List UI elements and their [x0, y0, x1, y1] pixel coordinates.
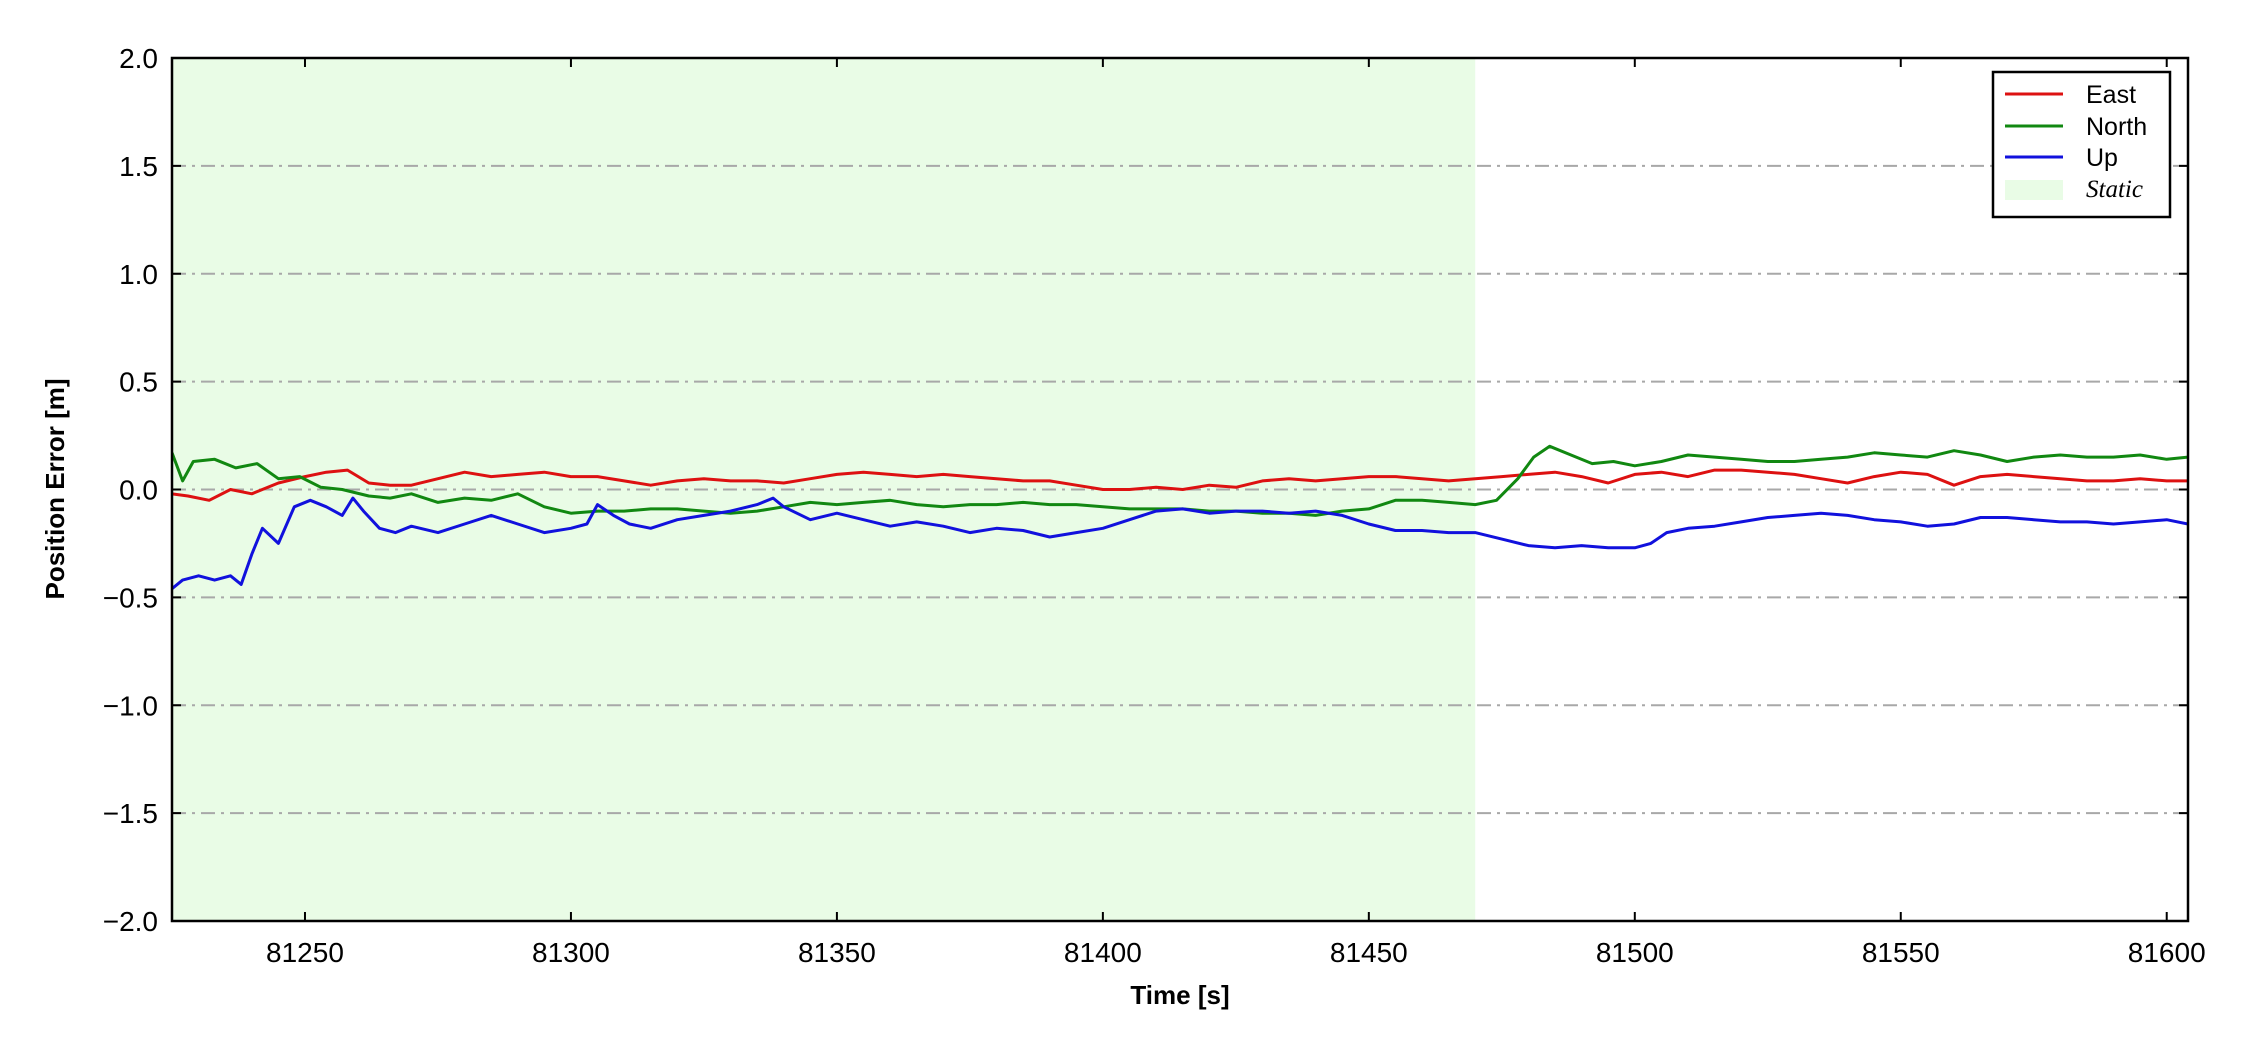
y-tick-label: −1.0 — [103, 690, 158, 721]
y-tick-label: 0.5 — [119, 367, 158, 398]
legend-label-east: East — [2086, 81, 2136, 109]
y-tick-label: −2.0 — [103, 906, 158, 937]
legend-label-north: North — [2086, 113, 2147, 141]
x-tick-label: 81450 — [1330, 937, 1408, 968]
legend-label-up: Up — [2086, 144, 2118, 172]
x-tick-label: 81600 — [2128, 937, 2206, 968]
y-tick-label: −1.5 — [103, 798, 158, 829]
y-axis-title: Position Error [m] — [40, 378, 70, 599]
legend-swatch-static — [2005, 180, 2063, 200]
y-tick-label: 2.0 — [119, 43, 158, 74]
x-tick-label: 81250 — [266, 937, 344, 968]
y-axis: 2.0 1.5 1.0 0.5 0.0 −0.5 −1.0 −1.5 −2.0 — [103, 43, 2188, 937]
x-tick-label: 81350 — [798, 937, 876, 968]
y-tick-label: 1.0 — [119, 259, 158, 290]
y-tick-label: 1.5 — [119, 151, 158, 182]
legend-label-static: Static — [2086, 176, 2143, 203]
x-tick-label: 81400 — [1064, 937, 1142, 968]
x-axis-title: Time [s] — [1130, 980, 1229, 1010]
y-tick-label: −0.5 — [103, 582, 158, 613]
x-tick-label: 81300 — [532, 937, 610, 968]
y-tick-label: 0.0 — [119, 475, 158, 506]
x-axis: 81250 81300 81350 81400 81450 81500 81550 81600 — [266, 58, 2206, 968]
series-line-up — [172, 496, 2188, 590]
series-lines — [172, 444, 2188, 590]
x-tick-label: 81550 — [1862, 937, 1940, 968]
legend: East North Up Static — [1991, 70, 2172, 219]
x-tick-label: 81500 — [1596, 937, 1674, 968]
series-line-east — [172, 468, 2188, 502]
